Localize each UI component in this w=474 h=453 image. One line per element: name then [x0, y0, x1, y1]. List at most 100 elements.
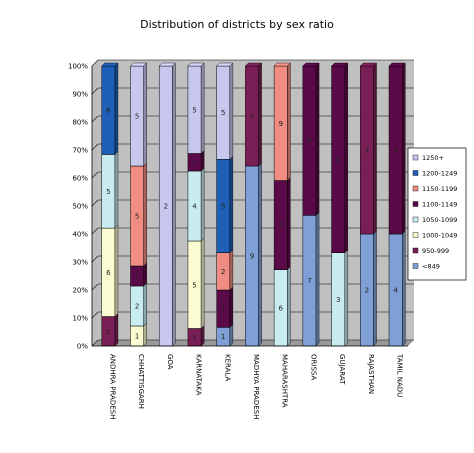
- data-label: 6: [106, 269, 111, 277]
- legend-label: 1150-1199: [422, 185, 457, 193]
- bar-segment-side: [200, 237, 205, 329]
- bar-segment-side: [229, 286, 234, 328]
- bar-segment-side: [229, 323, 234, 347]
- data-label: 4: [192, 203, 197, 211]
- data-label: 9: [278, 120, 282, 128]
- legend-label: 1050-1099: [422, 216, 457, 224]
- x-category-label: KERALA: [223, 354, 231, 381]
- data-label: 5: [250, 113, 254, 121]
- bar-segment-side: [114, 224, 119, 318]
- x-category-label: TAMIL NADU: [396, 353, 404, 397]
- bar-segment-side: [287, 62, 291, 182]
- grid-line: [91, 59, 414, 67]
- bar-top: [158, 62, 176, 67]
- bar-segment-side: [315, 62, 320, 216]
- legend-swatch: [412, 154, 419, 161]
- chart-title: Distribution of districts by sex ratio: [140, 18, 334, 31]
- bar-segment-side: [344, 62, 348, 254]
- bar-top: [359, 62, 377, 67]
- bar-segment-side: [114, 313, 119, 347]
- bar-segment-side: [373, 230, 377, 347]
- bar-segment-side: [114, 150, 119, 229]
- y-tick-label: 40%: [72, 231, 88, 239]
- data-label: 5: [192, 281, 196, 289]
- x-category-label: MADHYA PRADESH: [252, 354, 260, 419]
- bar-top: [302, 62, 320, 67]
- bar-segment-side: [200, 150, 205, 172]
- legend-label: 1000-1049: [422, 232, 457, 240]
- data-label: 7: [192, 159, 196, 167]
- data-label: 5: [192, 106, 196, 114]
- data-label: 5: [135, 113, 139, 121]
- bar-top: [331, 62, 349, 67]
- data-label: 2: [365, 287, 369, 295]
- x-category-label: ORISSA: [309, 354, 317, 380]
- legend-swatch: [412, 232, 419, 238]
- bar-segment-side: [258, 162, 262, 347]
- data-label: 6: [106, 107, 111, 115]
- data-label: 2: [135, 303, 139, 311]
- bar-segment-side: [143, 262, 147, 287]
- legend-label: 1100-1149: [422, 201, 457, 209]
- legend-swatch: [412, 185, 419, 192]
- data-label: 3: [336, 296, 340, 304]
- data-label: 7: [278, 222, 282, 230]
- x-category-label: GUJARAT: [338, 354, 346, 385]
- chart-axes: 0% 10% 20% 30% 40% 50% 60% 70% 80% 90% 100% ANDHRA …: [68, 63, 408, 419]
- legend-label: <849: [422, 263, 440, 271]
- data-label: 2: [221, 268, 225, 276]
- bar-segment-side: [229, 155, 234, 254]
- y-tick-label: 100%: [68, 63, 88, 71]
- data-label: 2: [106, 328, 110, 336]
- legend-swatch: [412, 170, 419, 176]
- bar-segment-side: [258, 62, 262, 167]
- x-category-label: ANDHRA PRADESH: [108, 354, 116, 419]
- legend-swatch: [412, 247, 419, 254]
- legend-swatch: [412, 216, 419, 223]
- bar-segment-side: [402, 230, 406, 347]
- bar-segment-side: [143, 62, 147, 167]
- chart-legend: 1250+ 1200-1249 1150-1199 1100-1149 1050-109…: [407, 147, 467, 281]
- x-category-label: RAJASTHAN: [367, 354, 375, 394]
- bar-top: [130, 62, 148, 67]
- bar-segment-side: [229, 249, 234, 291]
- data-label: 9: [250, 253, 254, 261]
- bar-segment-side: [114, 62, 119, 155]
- bar-top: [388, 62, 406, 67]
- data-label: 6: [278, 304, 283, 312]
- bar-segment-side: [172, 62, 176, 347]
- chart-data-labels: 2 6 5 6 1 2 1 5 5 2 1 5 4 7 5 1 1 2 5 5 9 5 6 7 9 7 8 3 6 2 3 4 4: [106, 106, 398, 342]
- bar-segment-side: [287, 177, 291, 271]
- data-label: 4: [393, 287, 398, 295]
- bar-segment-side: [373, 62, 377, 235]
- data-label: 1: [135, 273, 139, 281]
- data-label: 6: [336, 156, 341, 164]
- bar-segment-side: [200, 62, 205, 154]
- bar-top: [187, 62, 205, 67]
- data-label: 3: [365, 147, 369, 155]
- legend-swatch: [412, 263, 419, 269]
- x-category-label: GOA: [166, 354, 174, 370]
- legend-label: 950-999: [422, 247, 449, 255]
- y-tick-label: 60%: [72, 175, 88, 183]
- bar-top: [244, 62, 263, 67]
- data-label: 1: [135, 333, 139, 341]
- data-label: 1: [221, 305, 225, 313]
- data-label: 2: [164, 203, 168, 211]
- legend-label: 1200-1249: [422, 170, 457, 178]
- legend-label: 1250+: [422, 154, 444, 162]
- bar-segment-side: [287, 266, 291, 347]
- data-label: 5: [135, 213, 139, 221]
- bar-segment-side: [402, 62, 406, 235]
- y-tick-label: 70%: [72, 147, 88, 155]
- data-label: 5: [221, 109, 225, 117]
- bar-segment-side: [344, 249, 348, 347]
- y-tick-label: 50%: [72, 203, 88, 211]
- x-category-label: MAHARASHTRA: [281, 354, 289, 408]
- data-label: 5: [221, 203, 225, 211]
- x-category-label: CHHATTISGARH: [137, 354, 145, 409]
- y-tick-label: 20%: [72, 287, 88, 295]
- bar-segment-side: [315, 211, 320, 347]
- bar-segment-side: [143, 322, 147, 347]
